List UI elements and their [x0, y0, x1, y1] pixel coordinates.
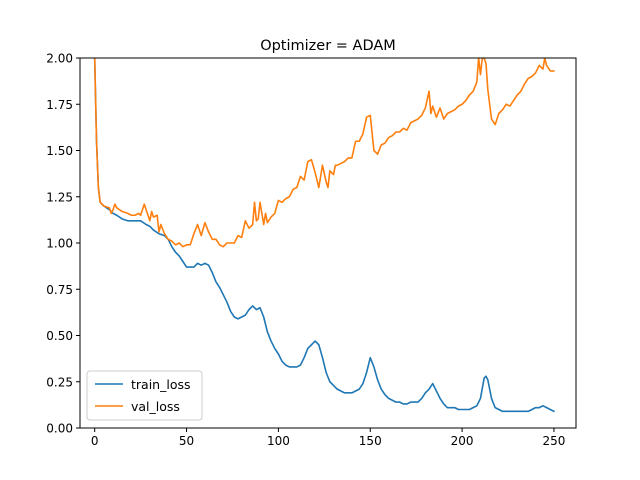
series-line-train-loss: [93, 58, 555, 413]
x-tick-label: 200: [451, 434, 474, 448]
y-tick-label: 0.75: [46, 283, 73, 297]
y-tick-label: 1.50: [46, 144, 73, 158]
x-tick-label: 250: [543, 434, 566, 448]
x-axis: 0 50 100 150 200 250: [91, 428, 566, 448]
y-tick-label: 0.00: [46, 422, 73, 436]
y-tick-label: 1.25: [46, 190, 73, 204]
x-tick-label: 100: [267, 434, 290, 448]
y-axis: 0.00 0.25 0.50 0.75 1.00 1.25 1.50 1.75 2.00: [46, 52, 80, 436]
legend-label-val-loss: val_loss: [131, 399, 180, 414]
x-tick-label: 0: [91, 434, 99, 448]
y-tick-label: 0.25: [46, 375, 73, 389]
series-line-val-loss: [93, 58, 555, 248]
y-tick-label: 1.75: [46, 98, 73, 112]
x-tick-label: 150: [359, 434, 382, 448]
x-tick-label: 50: [179, 434, 194, 448]
legend-label-train-loss: train_loss: [131, 377, 191, 392]
series-layer: [93, 58, 555, 413]
y-tick-label: 0.50: [46, 329, 73, 343]
legend: train_loss val_loss: [86, 370, 203, 421]
y-tick-label: 1.00: [46, 237, 73, 251]
chart-title: Optimizer = ADAM: [260, 38, 396, 54]
y-tick-label: 2.00: [46, 52, 73, 66]
